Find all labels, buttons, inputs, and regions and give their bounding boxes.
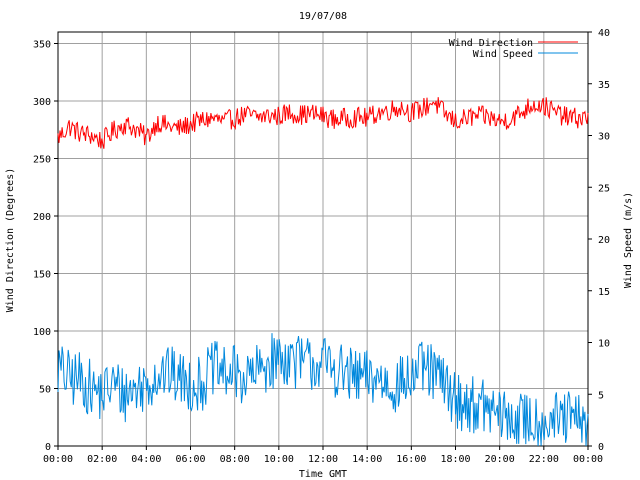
y-right-tick-label: 5 [598, 390, 604, 401]
y-right-tick-label: 15 [598, 287, 610, 298]
series-layer [57, 97, 589, 447]
x-axis-title: Time GMT [299, 469, 347, 480]
chart-title: 19/07/08 [299, 11, 347, 22]
x-tick-label: 10:00 [264, 454, 294, 465]
y-right-tick-label: 35 [598, 80, 610, 91]
y-right-tick-label: 30 [598, 132, 610, 143]
ticks: 00:00 02:00 04:00 06:00 08:00 10:00 12:00 14:00… [33, 28, 610, 465]
x-tick-label: 20:00 [485, 454, 515, 465]
y-right-tick-label: 40 [598, 28, 610, 39]
x-tick-label: 22:00 [529, 454, 559, 465]
y-left-tick-label: 0 [45, 442, 51, 453]
legend: Wind Direction Wind Speed [449, 38, 578, 60]
y-left-axis-title: Wind Direction (Degrees) [5, 168, 16, 313]
y-right-tick-label: 0 [598, 442, 604, 453]
y-left-tick-label: 250 [33, 155, 51, 166]
x-tick-label: 12:00 [308, 454, 338, 465]
x-tick-label: 04:00 [131, 454, 161, 465]
y-right-axis-title: Wind Speed (m/s) [623, 192, 634, 288]
legend-label-wind-speed: Wind Speed [473, 49, 533, 60]
x-tick-label: 00:00 [43, 454, 73, 465]
x-tick-label: 02:00 [87, 454, 117, 465]
series-line-wind-direction [57, 97, 589, 149]
x-tick-label: 14:00 [352, 454, 382, 465]
x-tick-label: 06:00 [175, 454, 205, 465]
y-right-tick-label: 20 [598, 235, 610, 246]
series-line-wind-speed [57, 333, 589, 447]
y-left-tick-label: 150 [33, 270, 51, 281]
y-left-tick-label: 300 [33, 97, 51, 108]
legend-label-wind-direction: Wind Direction [449, 38, 533, 49]
x-tick-label: 16:00 [396, 454, 426, 465]
y-left-tick-label: 200 [33, 212, 51, 223]
x-tick-label: 18:00 [440, 454, 470, 465]
y-right-tick-label: 25 [598, 183, 610, 194]
y-left-tick-label: 100 [33, 327, 51, 338]
grid [58, 32, 588, 446]
x-tick-label: 00:00 [573, 454, 603, 465]
y-right-tick-label: 10 [598, 339, 610, 350]
y-left-tick-label: 50 [39, 385, 51, 396]
y-left-tick-label: 350 [33, 40, 51, 51]
x-tick-label: 08:00 [220, 454, 250, 465]
